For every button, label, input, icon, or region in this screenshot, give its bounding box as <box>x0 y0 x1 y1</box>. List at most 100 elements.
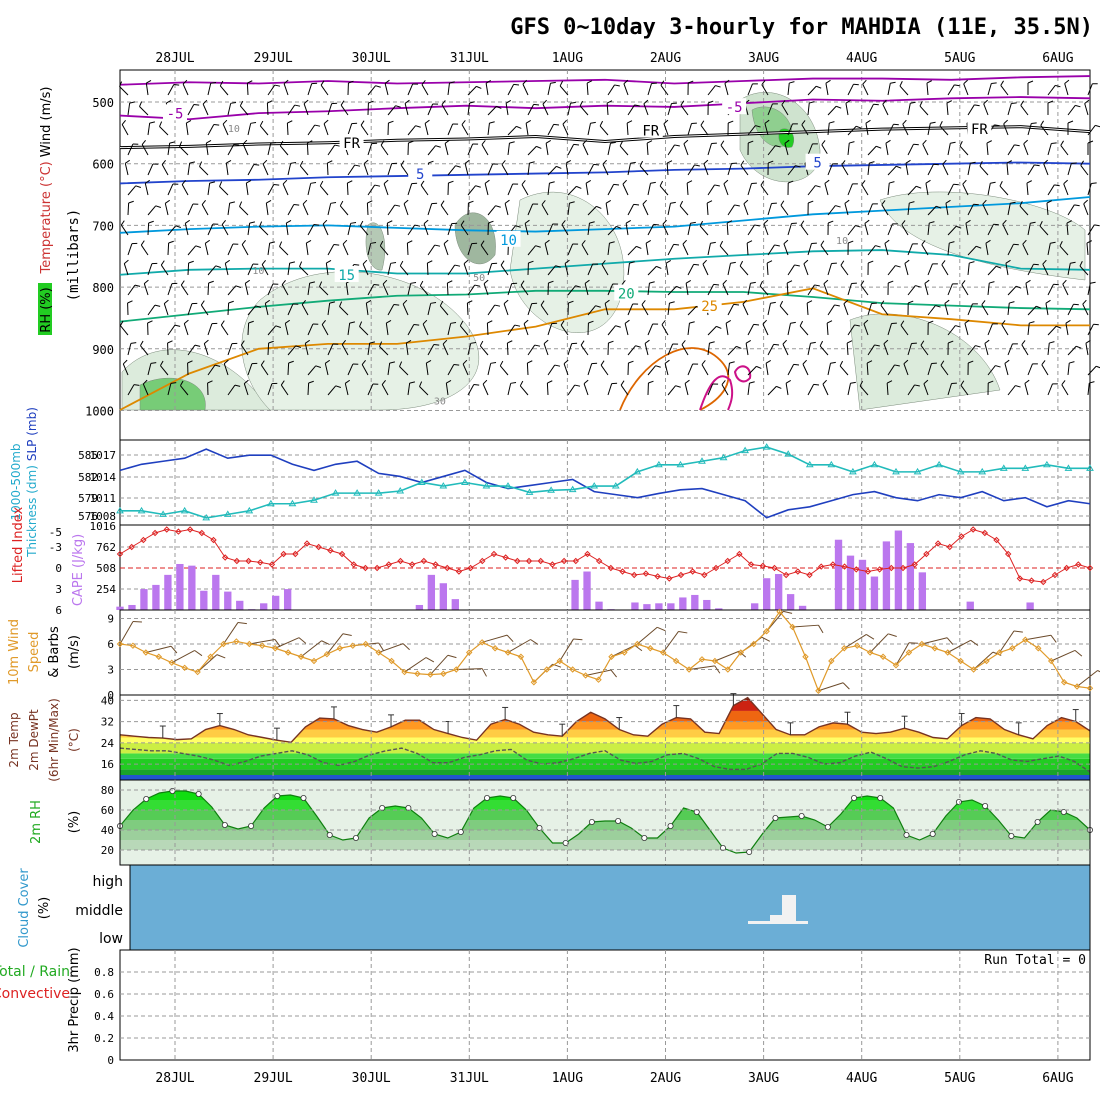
barb-flag <box>1040 120 1044 126</box>
surface-barb-flag <box>321 640 330 646</box>
wind-barb <box>302 199 309 216</box>
wind-barb <box>841 160 849 176</box>
cape-bar-46 <box>667 603 675 610</box>
barb-flag <box>411 182 418 185</box>
barb-flag <box>630 161 636 164</box>
wind-barb <box>425 360 432 376</box>
barb-staff <box>179 146 189 156</box>
temp-band-3 <box>120 742 1090 754</box>
wind-barb <box>607 183 620 196</box>
barb-flag <box>390 261 397 264</box>
barb-staff <box>686 182 689 196</box>
cape-bar-0 <box>116 606 124 610</box>
thickness-point-15 <box>439 482 448 489</box>
wind-barb <box>567 185 582 196</box>
barb-staff <box>826 322 829 336</box>
wind-barb <box>527 260 534 276</box>
thickness-tick-0: 585 <box>78 449 98 462</box>
barb-flag <box>209 181 216 184</box>
barb-flag <box>1086 240 1092 244</box>
wind-barb <box>922 139 929 156</box>
wind-barb <box>867 145 882 156</box>
barb-staff <box>367 85 376 96</box>
temp-ylabel-0: 2m Temp <box>7 712 21 767</box>
surface-barb-74 <box>1076 670 1100 687</box>
temp-tick-0: 40 <box>101 694 114 707</box>
barb-staff <box>1039 225 1049 236</box>
barb-staff <box>1067 345 1077 356</box>
barb-flag <box>903 359 909 365</box>
barb-staff <box>807 85 817 96</box>
barb-staff <box>746 242 749 256</box>
barb-flag <box>473 384 480 386</box>
barb-flag <box>693 263 700 266</box>
wind-point-27 <box>465 649 473 656</box>
barb-flag <box>965 219 971 224</box>
cloud-level-middle: middle <box>75 903 123 919</box>
barb-staff <box>742 303 749 316</box>
barb-staff <box>207 223 214 236</box>
wind-barb <box>185 120 192 136</box>
barb-staff <box>660 84 669 96</box>
barb-staff <box>622 183 629 196</box>
barb-staff <box>604 303 609 316</box>
barb-flag <box>1051 142 1057 144</box>
wind-barb <box>767 343 780 356</box>
barb-flag <box>290 161 297 164</box>
wind-barb <box>124 159 131 176</box>
pressure-tick-1: 600 <box>92 158 114 172</box>
li-point-29 <box>455 568 463 575</box>
barb-flag <box>776 385 782 389</box>
barb-staff <box>181 184 189 196</box>
isotherm-line-4 <box>119 196 1091 234</box>
barb-flag <box>974 104 980 107</box>
barb-flag <box>563 359 569 365</box>
barb-flag <box>369 341 376 344</box>
barb-flag <box>723 179 729 185</box>
barb-flag <box>470 341 477 344</box>
barb-flag <box>1069 361 1075 364</box>
barb-flag <box>764 119 770 124</box>
wind-point-4 <box>168 659 175 666</box>
barb-staff <box>1047 85 1056 96</box>
rh-point-72 <box>1060 809 1067 816</box>
barb-staff <box>323 123 329 136</box>
barb-staff <box>406 242 409 256</box>
barb-flag <box>760 180 765 186</box>
barb-staff <box>562 123 569 136</box>
barb-flag <box>140 340 144 346</box>
barb-flag <box>533 103 540 106</box>
wind-barb <box>1047 100 1054 115</box>
wind-barb <box>786 280 793 296</box>
barb-flag <box>379 341 383 347</box>
barb-staff <box>366 202 369 216</box>
barb-flag <box>1085 339 1091 344</box>
barb-flag <box>973 203 979 206</box>
barb-staff <box>687 223 691 236</box>
barb-staff <box>807 343 811 356</box>
temp-tick-2: 24 <box>101 737 115 750</box>
wind-barb <box>447 165 461 176</box>
wind-barb <box>999 181 1009 196</box>
barb-staff <box>864 223 869 236</box>
wind-barb <box>260 360 269 376</box>
barb-flag <box>339 301 343 307</box>
barb-flag <box>536 145 542 149</box>
barb-flag <box>430 301 437 304</box>
li-point-62 <box>841 563 848 570</box>
wind-point-65 <box>957 657 964 665</box>
wind-barb <box>367 142 378 156</box>
barb-staff <box>667 385 676 396</box>
wind-barb <box>220 320 229 336</box>
wind-barb <box>207 181 216 196</box>
wind-barb <box>627 203 640 216</box>
barb-staff <box>627 204 635 216</box>
barb-flag <box>788 180 794 184</box>
wind-barb <box>487 262 498 276</box>
wind-barb <box>659 180 669 196</box>
wind-barb <box>506 340 513 356</box>
barb-staff <box>204 243 209 256</box>
barb-flag <box>1050 241 1056 244</box>
